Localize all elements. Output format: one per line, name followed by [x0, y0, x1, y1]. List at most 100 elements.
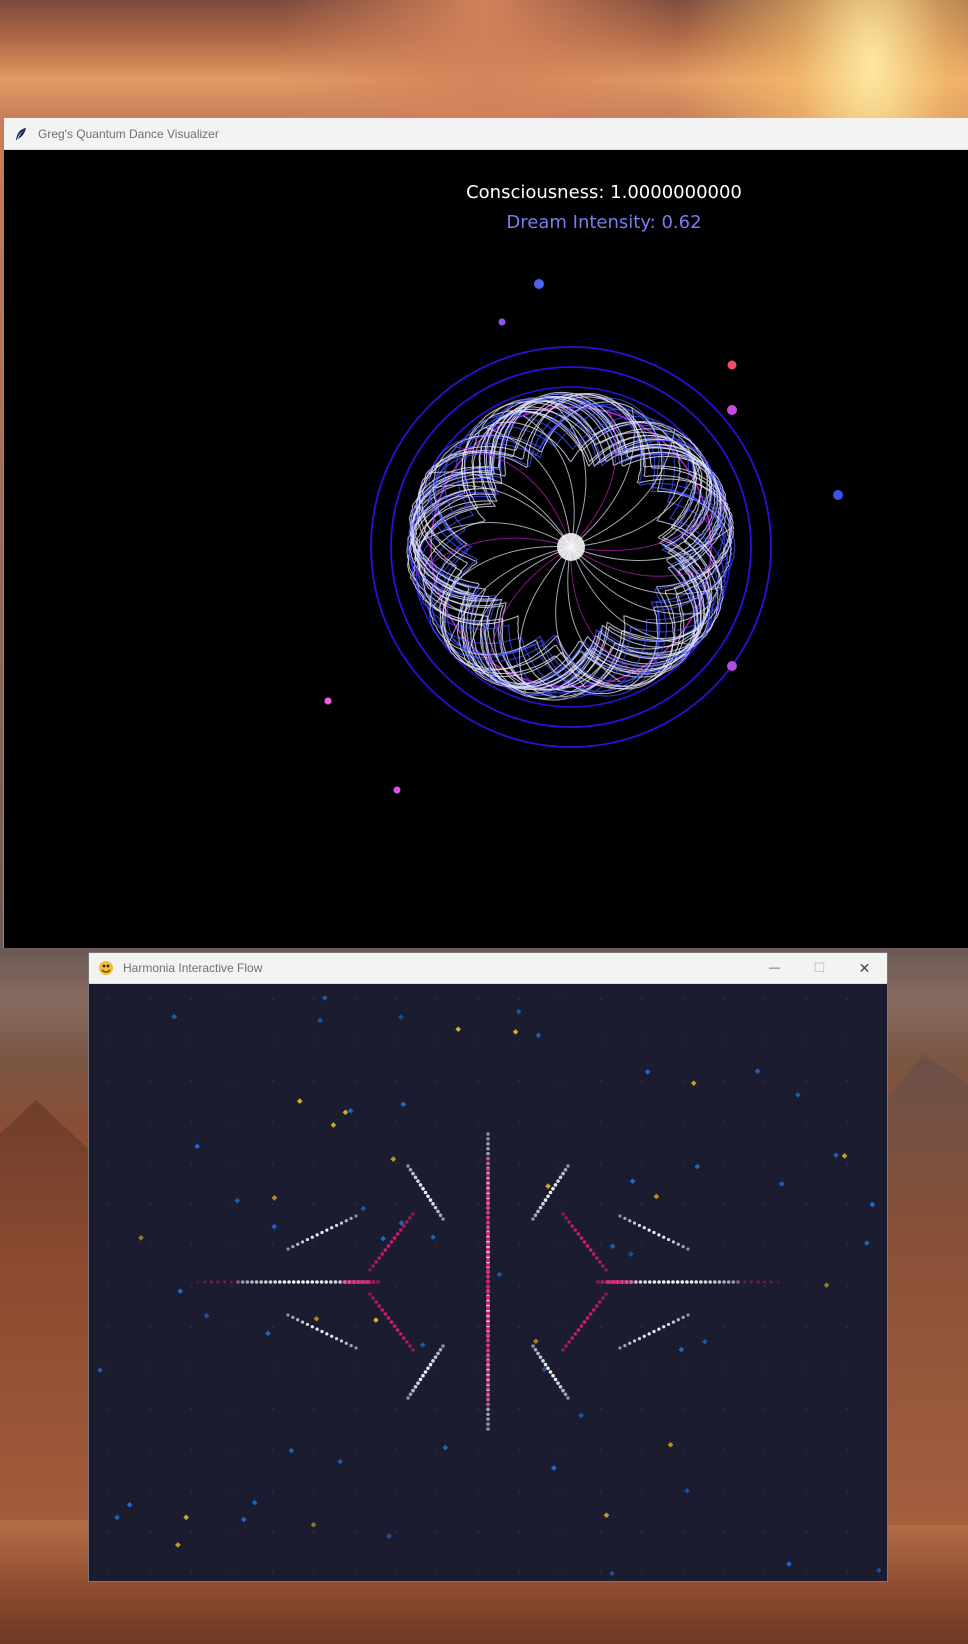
flow-dot	[408, 1216, 412, 1220]
flow-dot	[436, 1209, 440, 1214]
grid-dot	[436, 1203, 438, 1205]
flow-dot	[533, 1213, 538, 1218]
grid-dot	[313, 1203, 315, 1205]
grid-dot	[846, 1449, 848, 1451]
grid-dot	[108, 998, 110, 1000]
grid-dot	[477, 1326, 479, 1328]
flow-particle	[876, 1567, 882, 1574]
harmonia-window-titlebar[interactable]: Harmonia Interactive Flow — ☐ ✕	[89, 953, 887, 984]
flow-dot	[538, 1205, 543, 1210]
flow-dot	[564, 1344, 568, 1348]
flow-dot	[600, 1280, 605, 1284]
flow-particle	[288, 1447, 295, 1454]
grid-dot	[600, 1162, 602, 1164]
grid-dot	[477, 1285, 479, 1287]
harmonia-window[interactable]: Harmonia Interactive Flow — ☐ ✕	[88, 952, 888, 1582]
flow-dot	[371, 1296, 375, 1300]
grid-dot	[723, 1244, 725, 1246]
minimize-button[interactable]: —	[752, 953, 797, 983]
grid-dot	[805, 1162, 807, 1164]
flow-dot	[291, 1245, 295, 1249]
grid-dot	[313, 1080, 315, 1082]
flower-petal-curve	[406, 396, 715, 696]
flow-dot	[338, 1280, 342, 1284]
grid-dot	[272, 1244, 274, 1246]
grid-dot	[477, 1080, 479, 1082]
flow-dot	[305, 1237, 310, 1242]
flow-dot	[666, 1237, 671, 1242]
grid-dot	[149, 1449, 151, 1451]
quantum-canvas[interactable]	[4, 150, 968, 948]
flow-dot	[273, 1280, 277, 1284]
grid-dot	[231, 998, 233, 1000]
grid-dot	[723, 998, 725, 1000]
maximize-button[interactable]: ☐	[797, 953, 842, 983]
flow-dot	[259, 1280, 264, 1284]
flow-dot	[652, 1230, 656, 1235]
flow-dot	[643, 1280, 647, 1284]
grid-dot	[231, 1203, 233, 1205]
grid-dot	[518, 1531, 520, 1533]
flow-dot	[561, 1388, 565, 1393]
grid-dot	[436, 1285, 438, 1287]
grid-dot	[436, 1449, 438, 1451]
flower-petal-curve	[418, 394, 733, 690]
flow-dot	[486, 1242, 490, 1247]
flow-dot	[339, 1221, 344, 1225]
grid-dot	[190, 1408, 192, 1410]
flow-dot	[566, 1164, 570, 1168]
flow-dot	[676, 1242, 680, 1246]
close-button[interactable]: ✕	[842, 953, 887, 983]
grid-dot	[600, 1408, 602, 1410]
grid-dot	[354, 1244, 356, 1246]
flow-dot	[486, 1354, 490, 1359]
flow-dot	[408, 1167, 413, 1172]
grid-dot	[559, 1162, 561, 1164]
grid-dot	[805, 1449, 807, 1451]
flow-dot	[551, 1373, 555, 1378]
grid-dot	[723, 1367, 725, 1369]
grid-dot	[272, 1367, 274, 1369]
grid-dot	[764, 1572, 766, 1574]
grid-dot	[477, 998, 479, 1000]
flow-dot	[254, 1280, 259, 1284]
grid-dot	[518, 1162, 520, 1164]
grid-dot	[231, 1449, 233, 1451]
flow-dot	[383, 1248, 388, 1252]
quantum-window-titlebar[interactable]: Greg's Quantum Dance Visualizer	[4, 118, 968, 150]
flow-dot	[756, 1280, 760, 1284]
grid-dot	[518, 1039, 520, 1041]
flow-dot	[573, 1228, 578, 1232]
grid-dot	[682, 1080, 684, 1082]
grid-dot	[313, 1490, 315, 1492]
flow-particle	[754, 1068, 761, 1074]
flow-dot	[570, 1224, 575, 1228]
flow-dot	[541, 1359, 545, 1363]
flow-dot	[296, 1318, 300, 1322]
harmonia-canvas[interactable]	[89, 984, 887, 1581]
flow-dot	[486, 1370, 490, 1375]
grid-dot	[149, 1162, 151, 1164]
flow-dot	[585, 1244, 590, 1248]
grid-dot	[764, 1121, 766, 1123]
flow-particle	[240, 1516, 247, 1523]
flower-spoke	[447, 546, 572, 646]
quantum-visualizer-window[interactable]: Greg's Quantum Dance Visualizer Consciou…	[3, 118, 968, 948]
flow-dot	[618, 1214, 622, 1218]
grid-dot	[641, 998, 643, 1000]
grid-dot	[805, 1080, 807, 1082]
flow-dot	[486, 1300, 490, 1305]
grid-dot	[108, 1572, 110, 1574]
grid-dot	[846, 1244, 848, 1246]
grid-dot	[682, 1367, 684, 1369]
flow-dot	[401, 1336, 406, 1340]
flow-particle	[175, 1542, 181, 1548]
flow-dot	[486, 1220, 490, 1225]
grid-dot	[149, 998, 151, 1000]
flow-dot	[398, 1332, 403, 1336]
grid-dot	[313, 1244, 315, 1246]
flow-dot	[392, 1236, 397, 1240]
grid-dot	[477, 1367, 479, 1369]
grid-dot	[149, 1572, 151, 1574]
grid-dot	[641, 1367, 643, 1369]
